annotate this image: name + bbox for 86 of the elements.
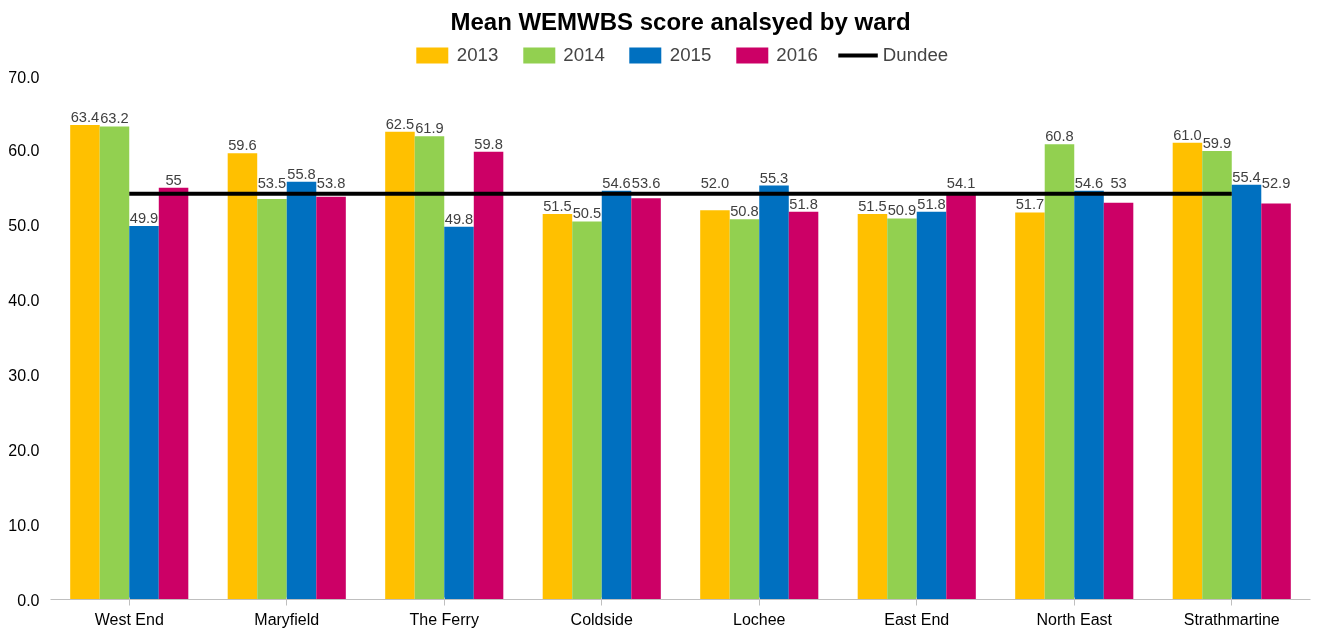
bar <box>99 126 130 600</box>
bar <box>385 131 415 600</box>
data-label: 53.8 <box>316 174 346 191</box>
data-label: 60.8 <box>1045 128 1074 145</box>
x-tick-label: The Ferry <box>409 610 479 628</box>
bar <box>916 211 947 600</box>
x-tick-label: Strathmartine <box>1183 610 1280 628</box>
data-label: 53.5 <box>257 174 287 191</box>
legend-label: 2015 <box>669 43 712 66</box>
data-label: 59.9 <box>1202 135 1232 152</box>
bar <box>257 199 287 600</box>
data-label: 54.6 <box>1074 174 1104 191</box>
data-label: 54.6 <box>602 174 631 191</box>
data-label: 51.7 <box>1015 196 1045 213</box>
bar <box>70 124 100 600</box>
bar <box>227 153 258 600</box>
bar <box>1202 151 1232 600</box>
bar <box>158 187 189 600</box>
bar <box>1261 203 1291 600</box>
bar <box>1103 202 1134 600</box>
data-label: 63.4 <box>70 108 100 125</box>
data-label: 61.0 <box>1173 126 1202 143</box>
bar <box>1044 144 1075 600</box>
bar <box>1231 184 1262 600</box>
x-tick-label: Lochee <box>733 610 786 628</box>
bar <box>788 211 819 600</box>
bar <box>444 226 474 600</box>
legend-label: 2016 <box>776 43 818 66</box>
bar <box>1074 190 1104 600</box>
y-tick-label: 40.0 <box>8 292 40 310</box>
bar <box>759 185 789 600</box>
data-label: 59.6 <box>228 137 257 154</box>
y-tick-label: 0.0 <box>17 591 40 609</box>
bar <box>601 190 632 600</box>
data-label: 51.8 <box>789 195 818 212</box>
x-tick-label: East End <box>884 610 950 628</box>
data-label: 50.8 <box>730 203 759 220</box>
data-label: 52.9 <box>1261 174 1291 191</box>
x-tick-label: Coldside <box>570 610 633 628</box>
data-label: 55.4 <box>1232 168 1261 185</box>
data-label: 55.8 <box>287 165 316 182</box>
bar <box>729 219 760 600</box>
data-label: 59.8 <box>474 135 503 152</box>
bar <box>572 221 602 600</box>
data-label: 50.9 <box>887 202 917 219</box>
bar <box>316 196 346 600</box>
bar <box>887 218 917 600</box>
legend-label: 2014 <box>563 43 605 66</box>
chart-title: Mean WEMWBS score analsyed by ward <box>450 7 911 35</box>
bar <box>1172 142 1203 600</box>
legend-label: 2013 <box>456 43 499 66</box>
y-tick-label: 60.0 <box>8 142 40 160</box>
bar <box>286 181 317 600</box>
bar <box>129 225 159 600</box>
data-label: 50.5 <box>572 205 602 222</box>
bar <box>1015 212 1045 600</box>
data-label: 55.3 <box>759 169 789 186</box>
bar <box>473 151 504 600</box>
bar <box>700 210 730 600</box>
bar <box>857 213 888 600</box>
data-label: 52.0 <box>700 174 730 191</box>
x-tick-label: North East <box>1036 610 1113 628</box>
y-tick-label: 20.0 <box>8 441 40 459</box>
bar <box>414 136 445 600</box>
data-label: 61.9 <box>415 120 444 137</box>
y-tick-label: 30.0 <box>8 366 40 384</box>
data-label: 51.5 <box>858 197 887 214</box>
y-tick-label: 70.0 <box>8 68 40 86</box>
bar <box>542 213 573 600</box>
data-label: 49.8 <box>444 210 474 227</box>
x-tick-label: Maryfield <box>254 610 320 628</box>
x-tick-label: West End <box>94 610 164 628</box>
bar <box>946 194 976 600</box>
data-label: 49.9 <box>129 209 159 226</box>
data-label: 51.5 <box>543 197 572 214</box>
bar <box>631 198 661 600</box>
data-label: 53 <box>1110 174 1127 191</box>
legend-label: Dundee <box>882 43 949 66</box>
data-label: 62.5 <box>385 115 415 132</box>
y-tick-label: 10.0 <box>8 516 40 534</box>
data-label: 51.8 <box>917 195 946 212</box>
data-label: 55 <box>165 171 182 188</box>
data-label: 63.2 <box>100 110 129 127</box>
y-tick-label: 50.0 <box>8 217 40 235</box>
data-label: 54.1 <box>946 174 976 191</box>
data-label: 53.6 <box>631 174 661 191</box>
